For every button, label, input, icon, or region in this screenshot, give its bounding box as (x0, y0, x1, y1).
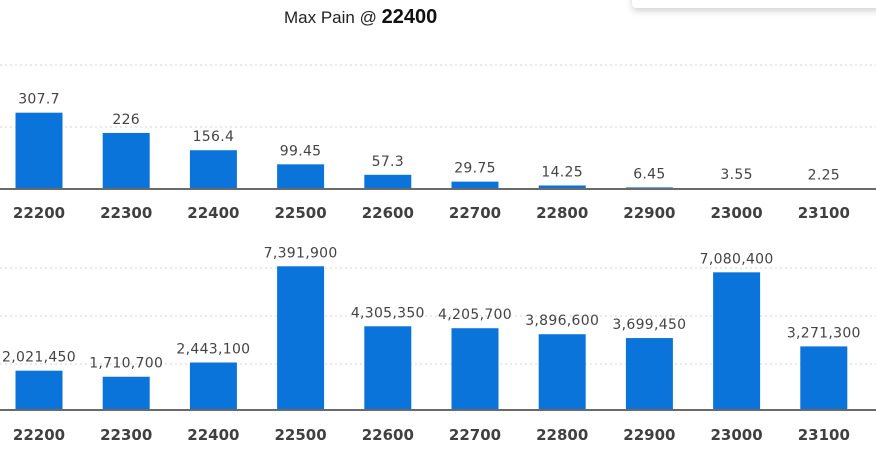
premium-bar[interactable] (538, 185, 586, 189)
oi-x-tick: 22300 (100, 426, 152, 444)
oi-bar[interactable] (102, 376, 150, 410)
oi-x-tick: 23100 (798, 426, 850, 444)
oi-bar[interactable] (538, 334, 586, 410)
oi-bar[interactable] (625, 338, 673, 410)
oi-data-label: 2,021,450 (2, 350, 76, 366)
premium-data-label: 226 (112, 112, 140, 128)
premium-bar[interactable] (364, 174, 412, 189)
premium-bar-chart: 307.7 22200 226 22300 156.4 22400 99.45 22500 57… (0, 64, 876, 222)
premium-bar[interactable] (189, 150, 237, 189)
premium-data-label: 156.4 (193, 129, 235, 145)
premium-bar[interactable] (451, 181, 499, 189)
premium-x-tick: 22600 (362, 204, 414, 222)
oi-x-tick: 22400 (187, 426, 239, 444)
oi-data-label: 7,391,900 (264, 245, 338, 261)
premium-data-label: 14.25 (541, 164, 583, 180)
oi-x-tick: 22200 (13, 426, 65, 444)
oi-bar[interactable] (15, 370, 63, 410)
premium-data-label: 3.55 (720, 167, 752, 183)
chart-title: Max Pain @ 22400 (284, 3, 437, 31)
oi-data-label: 4,305,350 (351, 305, 425, 321)
oi-data-label: 3,896,600 (525, 313, 599, 329)
oi-data-label: 1,710,700 (89, 356, 163, 372)
premium-data-label: 307.7 (18, 92, 60, 108)
premium-x-tick: 22700 (449, 204, 501, 222)
oi-x-tick: 22600 (362, 426, 414, 444)
oi-data-label: 3,271,300 (787, 325, 861, 341)
premium-x-tick: 22800 (536, 204, 588, 222)
premium-data-label: 2.25 (808, 167, 840, 183)
oi-data-label: 4,205,700 (438, 307, 512, 323)
oi-x-tick: 22500 (275, 426, 327, 444)
premium-x-tick: 22200 (13, 204, 65, 222)
oi-x-tick: 22800 (536, 426, 588, 444)
oi-bar[interactable] (451, 328, 499, 410)
premium-x-tick: 22300 (100, 204, 152, 222)
oi-data-label: 3,699,450 (612, 317, 686, 333)
premium-x-tick: 23100 (798, 204, 850, 222)
max-pain-value: 22400 (381, 6, 438, 28)
premium-data-label: 6.45 (633, 166, 665, 182)
premium-x-tick: 23000 (711, 204, 763, 222)
oi-bar[interactable] (189, 362, 237, 410)
oi-bar[interactable] (713, 272, 761, 410)
premium-x-tick: 22400 (187, 204, 239, 222)
oi-x-tick: 23000 (711, 426, 763, 444)
premium-x-tick: 22500 (275, 204, 327, 222)
oi-bar[interactable] (277, 266, 325, 410)
premium-bar[interactable] (102, 132, 150, 189)
premium-data-label: 99.45 (280, 143, 322, 159)
title-prefix: Max Pain @ (284, 8, 377, 27)
premium-bar[interactable] (15, 112, 63, 189)
oi-bar[interactable] (800, 346, 848, 410)
oi-data-label: 7,080,400 (700, 251, 774, 267)
oi-x-tick: 22900 (623, 426, 675, 444)
oi-data-label: 2,443,100 (176, 341, 250, 357)
popup-shadow (632, 0, 876, 8)
premium-x-tick: 22900 (623, 204, 675, 222)
premium-data-label: 29.75 (454, 161, 496, 177)
oi-x-tick: 22700 (449, 426, 501, 444)
oi-bar[interactable] (364, 326, 412, 410)
premium-bar[interactable] (277, 164, 325, 189)
premium-data-label: 57.3 (372, 154, 404, 170)
